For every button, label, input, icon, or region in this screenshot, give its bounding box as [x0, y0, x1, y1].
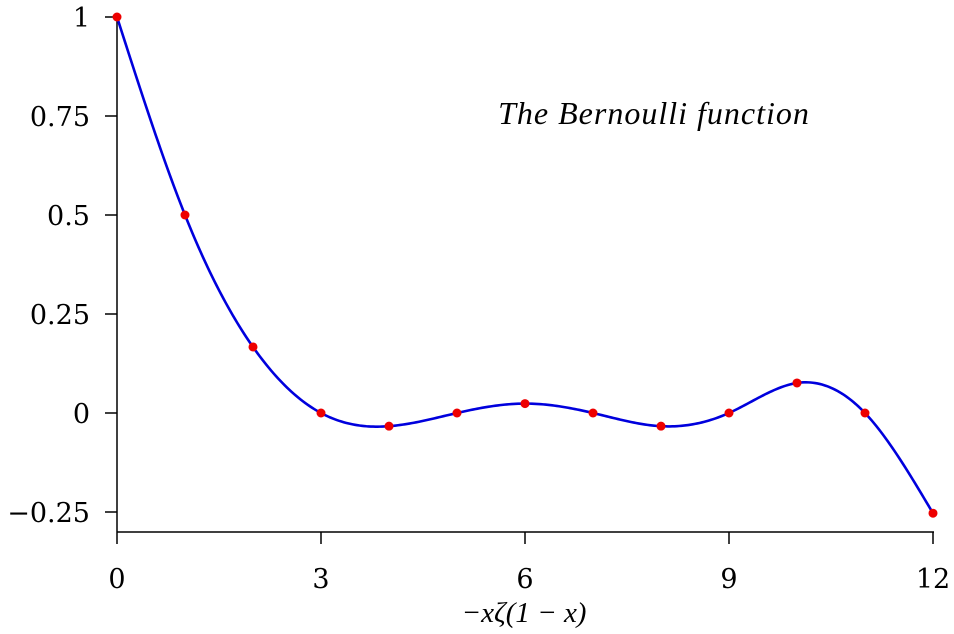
data-point [180, 210, 190, 220]
x-ticks: 0 3 6 9 12 [108, 532, 950, 595]
x-tick-label: 6 [516, 564, 533, 595]
series-line [115, 16, 935, 514]
data-point [928, 508, 938, 518]
x-tick-label: 0 [108, 564, 125, 595]
data-point [248, 342, 258, 352]
y-tick-label: 0.75 [30, 102, 90, 133]
data-point [860, 408, 870, 418]
y-tick-label: 0.25 [30, 300, 90, 331]
data-point [520, 399, 530, 409]
x-tick-label: 3 [312, 564, 329, 595]
y-tick-label: 0 [73, 399, 90, 430]
data-point [316, 408, 326, 418]
x-tick-label: 12 [916, 564, 950, 595]
data-point [792, 378, 802, 388]
data-point [384, 421, 394, 431]
data-points [112, 12, 938, 518]
chart-title: The Bernoulli function [498, 95, 810, 131]
y-tick-label: 1 [73, 3, 90, 34]
x-axis-label: −xζ(1 − x) [462, 597, 587, 629]
y-ticks: 1 0.75 0.5 0.25 0 −0.25 [7, 3, 117, 529]
x-tick-label: 9 [720, 564, 737, 595]
data-point [724, 408, 734, 418]
data-point [588, 408, 598, 418]
y-tick-label: −0.25 [7, 498, 90, 529]
data-point [452, 408, 462, 418]
data-point [112, 12, 122, 22]
y-tick-label: 0.5 [47, 201, 90, 232]
data-point [656, 421, 666, 431]
